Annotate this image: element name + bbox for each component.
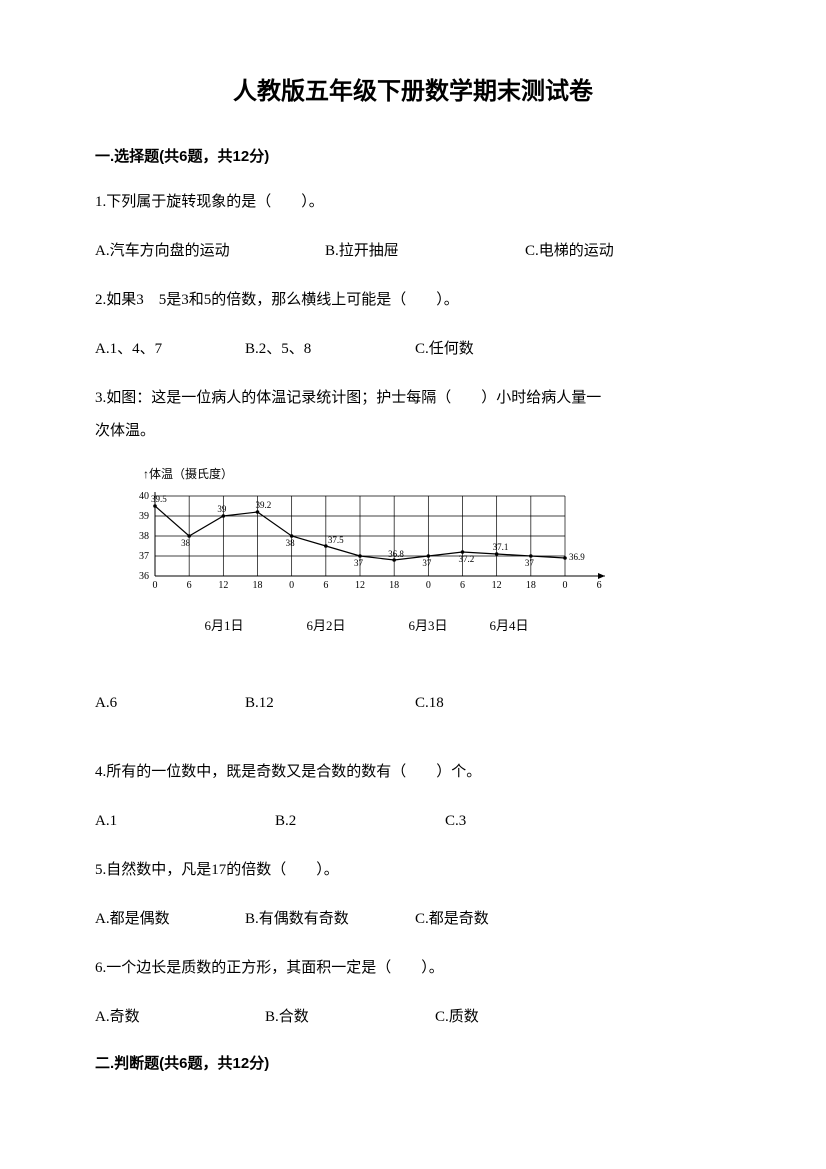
svg-text:36.8: 36.8	[388, 549, 404, 559]
svg-text:6: 6	[460, 580, 465, 591]
q3-opt-b: B.12	[245, 687, 415, 720]
page-title: 人教版五年级下册数学期末测试卷	[95, 70, 731, 113]
svg-text:18: 18	[389, 580, 399, 591]
svg-text:12: 12	[218, 580, 228, 591]
q1-opt-c: C.电梯的运动	[525, 235, 614, 268]
svg-text:0: 0	[426, 580, 431, 591]
svg-text:0: 0	[563, 580, 568, 591]
q4-opt-a: A.1	[95, 805, 275, 838]
q2-opt-b: B.2、5、8	[245, 333, 415, 366]
q5-opt-c: C.都是奇数	[415, 903, 489, 936]
svg-text:39: 39	[217, 504, 227, 514]
q5-options: A.都是偶数 B.有偶数有奇数 C.都是奇数	[95, 903, 731, 936]
q3-options: A.6 B.12 C.18	[95, 687, 731, 720]
q6-opt-b: B.合数	[265, 1001, 435, 1034]
q1-opt-a: A.汽车方向盘的运动	[95, 235, 325, 268]
q2-options: A.1、4、7 B.2、5、8 C.任何数	[95, 333, 731, 366]
svg-text:39.5: 39.5	[151, 494, 167, 504]
q2-text: 2.如果3 5是3和5的倍数，那么横线上可能是（ ）。	[95, 284, 731, 317]
temperature-chart: ↑体温（摄氏度） 3637383940061218061218061218063…	[125, 464, 731, 637]
svg-text:36.9: 36.9	[569, 552, 585, 562]
svg-text:0: 0	[289, 580, 294, 591]
chart-svg: 36 37 38 39 40 0 6 12 18 0 6 12 18 0 6 12 18 0 6 39.5 38 39 39…	[125, 488, 615, 598]
svg-text:6: 6	[597, 580, 602, 591]
svg-text:0: 0	[153, 580, 158, 591]
svg-text:37: 37	[139, 551, 149, 562]
q2-opt-a: A.1、4、7	[95, 333, 245, 366]
q4-opt-b: B.2	[275, 805, 445, 838]
q5-text: 5.自然数中，凡是17的倍数（ ）。	[95, 854, 731, 887]
q4-opt-c: C.3	[445, 805, 466, 838]
chart-date-3: 6月3日	[377, 614, 479, 637]
svg-text:37.5: 37.5	[328, 535, 344, 545]
q3-opt-c: C.18	[415, 687, 444, 720]
chart-date-labels: 6月1日 6月2日 6月3日 6月4日	[173, 614, 731, 637]
svg-text:37.2: 37.2	[459, 554, 475, 564]
chart-date-2: 6月2日	[275, 614, 377, 637]
q2-opt-c: C.任何数	[415, 333, 474, 366]
q6-opt-a: A.奇数	[95, 1001, 265, 1034]
svg-text:6: 6	[323, 580, 328, 591]
svg-text:6: 6	[187, 580, 192, 591]
chart-date-1: 6月1日	[173, 614, 275, 637]
q1-options: A.汽车方向盘的运动 B.拉开抽屉 C.电梯的运动	[95, 235, 731, 268]
q3-opt-a: A.6	[95, 687, 245, 720]
svg-text:37.1: 37.1	[493, 542, 509, 552]
q1-opt-b: B.拉开抽屉	[325, 235, 525, 268]
svg-text:12: 12	[492, 580, 502, 591]
svg-text:18: 18	[526, 580, 536, 591]
q3-text: 3.如图：这是一位病人的体温记录统计图；护士每隔（ ）小时给病人量一 次体温。	[95, 382, 731, 448]
svg-text:38: 38	[286, 538, 296, 548]
svg-text:37: 37	[354, 558, 364, 568]
chart-y-title: 体温（摄氏度）	[149, 467, 233, 481]
q4-options: A.1 B.2 C.3	[95, 805, 731, 838]
q1-text: 1.下列属于旋转现象的是（ ）。	[95, 186, 731, 219]
svg-text:40: 40	[139, 491, 149, 502]
q5-opt-b: B.有偶数有奇数	[245, 903, 415, 936]
section1-header: 一.选择题(共6题，共12分)	[95, 143, 731, 170]
svg-text:36: 36	[139, 571, 149, 582]
svg-text:18: 18	[253, 580, 263, 591]
q3-text1: 3.如图：这是一位病人的体温记录统计图；护士每隔（ ）小时给病人量一	[95, 390, 601, 406]
svg-text:38: 38	[181, 538, 191, 548]
q4-text: 4.所有的一位数中，既是奇数又是合数的数有（ ）个。	[95, 756, 731, 789]
q3-text2: 次体温。	[95, 423, 155, 439]
q6-text: 6.一个边长是质数的正方形，其面积一定是（ ）。	[95, 952, 731, 985]
svg-text:37: 37	[525, 558, 535, 568]
q6-opt-c: C.质数	[435, 1001, 479, 1034]
svg-text:38: 38	[139, 531, 149, 542]
q5-opt-a: A.都是偶数	[95, 903, 245, 936]
section2-header: 二.判断题(共6题，共12分)	[95, 1050, 731, 1077]
svg-text:37: 37	[422, 558, 432, 568]
svg-text:39: 39	[139, 511, 149, 522]
q6-options: A.奇数 B.合数 C.质数	[95, 1001, 731, 1034]
chart-date-4: 6月4日	[479, 614, 539, 637]
svg-text:12: 12	[355, 580, 365, 591]
svg-text:39.2: 39.2	[256, 500, 272, 510]
